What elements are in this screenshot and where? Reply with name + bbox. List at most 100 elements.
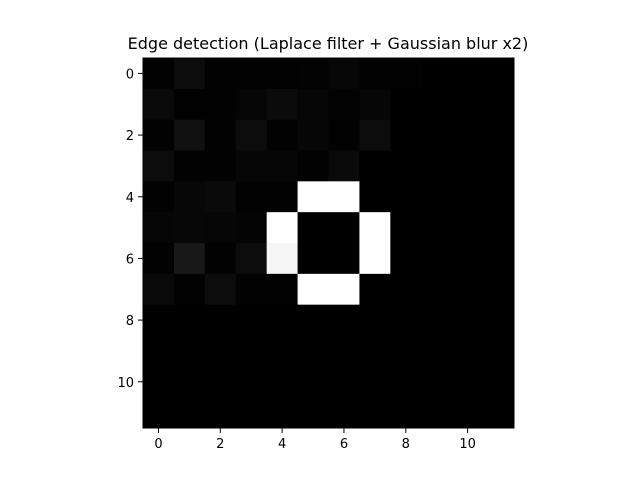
heatmap-cell-r6-c8 <box>390 243 422 275</box>
heatmap-cell-r7-c0 <box>143 273 175 306</box>
heatmap-cell-r8-c9 <box>421 304 453 336</box>
heatmap-cell-r6-c10 <box>452 243 484 275</box>
heatmap-cell-r0-c1 <box>173 58 206 90</box>
heatmap-cell-r8-c5 <box>297 304 329 336</box>
heatmap-cell-r2-c11 <box>483 119 515 151</box>
heatmap-cell-r4-c11 <box>483 181 515 213</box>
y-tick-label-10: 10 <box>117 376 134 391</box>
heatmap-cell-r9-c2 <box>204 335 237 367</box>
y-tick-label-4: 4 <box>126 191 134 206</box>
heatmap-cell-r9-c6 <box>328 335 360 367</box>
x-tick-label-8: 8 <box>402 437 410 452</box>
heatmap-cell-r2-c1 <box>173 119 206 151</box>
y-axis: 0 2 4 6 8 10 <box>117 67 143 391</box>
heatmap-cell-r3-c2 <box>204 150 237 182</box>
heatmap-cell-r2-c4 <box>266 119 298 151</box>
heatmap-cell-r1-c1 <box>173 88 206 121</box>
heatmap-cell-r9-c7 <box>359 335 391 367</box>
heatmap-cell-r11-c8 <box>390 397 422 429</box>
heatmap-cell-r0-c5 <box>297 58 329 90</box>
heatmap-cell-r3-c1 <box>173 150 206 182</box>
heatmap-cell-r7-c5 <box>297 273 329 306</box>
heatmap-cell-r10-c11 <box>483 366 515 398</box>
heatmap-cell-r0-c4 <box>266 58 298 90</box>
heatmap-cell-r11-c11 <box>483 397 515 429</box>
heatmap-cell-r1-c3 <box>235 88 268 121</box>
heatmap-cell-r0-c2 <box>204 58 237 90</box>
heatmap-cell-r4-c7 <box>359 181 391 213</box>
heatmap-cell-r4-c10 <box>452 181 484 213</box>
y-tick-label-0: 0 <box>126 67 134 82</box>
heatmap-cell-r5-c11 <box>483 212 515 244</box>
heatmap-cell-r11-c4 <box>266 397 298 429</box>
heatmap-cell-r5-c6 <box>328 212 360 244</box>
heatmap-cell-r5-c10 <box>452 212 484 244</box>
heatmap-cell-r6-c5 <box>297 243 329 275</box>
heatmap-cell-r10-c5 <box>297 366 329 398</box>
heatmap-cell-r1-c10 <box>452 88 484 121</box>
heatmap-cell-r8-c11 <box>483 304 515 336</box>
heatmap-cell-r2-c9 <box>421 119 453 151</box>
heatmap-cell-r2-c0 <box>143 119 175 151</box>
heatmap-cell-r0-c7 <box>359 58 391 90</box>
heatmap-cell-r4-c6 <box>328 181 360 213</box>
heatmap-cell-r6-c2 <box>204 243 237 275</box>
heatmap-cell-r3-c6 <box>328 150 360 182</box>
x-tick-label-6: 6 <box>340 437 348 452</box>
heatmap-cell-r8-c8 <box>390 304 422 336</box>
heatmap-cell-r11-c0 <box>143 397 175 429</box>
x-tick-label-0: 0 <box>154 437 162 452</box>
heatmap-cell-r11-c1 <box>173 397 206 429</box>
x-tick-label-4: 4 <box>278 437 286 452</box>
y-tick-label-2: 2 <box>126 129 134 144</box>
heatmap-cell-r7-c1 <box>173 273 206 306</box>
heatmap-cell-r3-c11 <box>483 150 515 182</box>
heatmap-cell-r9-c11 <box>483 335 515 367</box>
heatmap-cell-r4-c4 <box>266 181 298 213</box>
heatmap-cell-r0-c8 <box>390 58 422 90</box>
heatmap-cell-r6-c11 <box>483 243 515 275</box>
heatmap-cell-r0-c6 <box>328 58 360 90</box>
heatmap-cell-r6-c1 <box>173 243 206 275</box>
heatmap-cell-r5-c3 <box>235 212 268 244</box>
heatmap-cell-r9-c8 <box>390 335 422 367</box>
heatmap-cell-r8-c0 <box>143 304 175 336</box>
heatmap-cell-r8-c7 <box>359 304 391 336</box>
heatmap-cell-r4-c1 <box>173 181 206 213</box>
x-tick-label-2: 2 <box>216 437 224 452</box>
heatmap-cell-r5-c5 <box>297 212 329 244</box>
heatmap-cell-r7-c8 <box>390 273 422 306</box>
heatmap-cell-r10-c1 <box>173 366 206 398</box>
heatmap-cell-r0-c11 <box>483 58 515 90</box>
heatmap-cell-r4-c0 <box>143 181 175 213</box>
heatmap-cell-r9-c4 <box>266 335 298 367</box>
heatmap-cell-r7-c11 <box>483 273 515 306</box>
heatmap-cell-r10-c0 <box>143 366 175 398</box>
heatmap-cell-r9-c1 <box>173 335 206 367</box>
heatmap-cell-r4-c8 <box>390 181 422 213</box>
heatmap-cell-r7-c7 <box>359 273 391 306</box>
heatmap-cell-r10-c7 <box>359 366 391 398</box>
heatmap-cell-r1-c4 <box>266 88 298 121</box>
x-axis: 0 2 4 6 8 10 <box>154 428 476 452</box>
heatmap-cell-r6-c7 <box>359 243 391 275</box>
plot-frame <box>142 57 515 429</box>
heatmap-cell-r8-c4 <box>266 304 298 336</box>
heatmap-cell-r10-c3 <box>235 366 268 398</box>
heatmap-cell-r5-c1 <box>173 212 206 244</box>
heatmap-cell-r10-c2 <box>204 366 237 398</box>
heatmap-cell-r2-c2 <box>204 119 237 151</box>
heatmap-cell-r8-c10 <box>452 304 484 336</box>
heatmap-cell-r5-c2 <box>204 212 237 244</box>
heatmap-cell-r5-c0 <box>143 212 175 244</box>
heatmap-cell-r1-c11 <box>483 88 515 121</box>
heatmap-cell-r11-c3 <box>235 397 268 429</box>
heatmap-cell-r9-c5 <box>297 335 329 367</box>
heatmap-cell-r3-c7 <box>359 150 391 182</box>
heatmap-cell-r8-c2 <box>204 304 237 336</box>
heatmap-cell-r6-c0 <box>143 243 175 275</box>
heatmap-cell-r3-c9 <box>421 150 453 182</box>
heatmap-cell-r10-c8 <box>390 366 422 398</box>
heatmap-cell-r4-c9 <box>421 181 453 213</box>
chart-title: Edge detection (Laplace filter + Gaussia… <box>128 34 529 53</box>
